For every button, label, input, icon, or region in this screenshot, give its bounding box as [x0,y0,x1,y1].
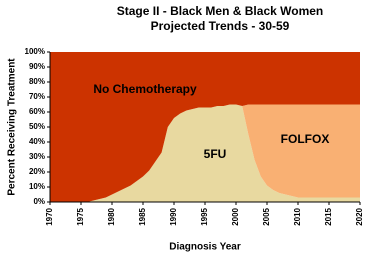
chart-subtitle: Projected Trends - 30-59 [151,19,290,33]
x-tick-label: 1990 [169,207,178,225]
area [50,104,360,202]
area [50,104,360,202]
y-tick-label: 70% [29,92,45,101]
y-tick-label: 40% [29,137,45,146]
y-tick-label: 100% [25,47,45,56]
x-tick-label: 1985 [138,207,147,225]
x-tick-label: 1995 [200,207,209,225]
y-tick-label: 60% [29,107,45,116]
y-axis-label: Percent Receiving Treatment [7,58,18,196]
x-tick-label: 2010 [293,207,302,225]
chart-title: Stage II - Black Men & Black Women [117,4,324,18]
y-tick-label: 10% [29,182,45,191]
x-tick-label: 1980 [107,207,116,225]
x-tick-label: 2000 [231,207,240,225]
x-tick-label: 2005 [262,207,271,225]
y-tick-label: 0% [33,197,45,206]
x-tick-label: 2020 [355,207,364,225]
x-tick-label: 1975 [76,207,85,225]
area-label: No Chemotherapy [93,82,197,96]
area [50,52,360,202]
x-tick-label: 2015 [324,207,333,225]
area-label: FOLFOX [281,132,330,146]
y-tick-label: 30% [29,152,45,161]
x-axis-label: Diagnosis Year [169,242,241,253]
area-label: 5FU [204,147,227,161]
x-tick-label: 1970 [45,207,54,225]
y-tick-label: 80% [29,77,45,86]
y-tick-label: 20% [29,167,45,176]
y-tick-label: 90% [29,62,45,71]
y-tick-label: 50% [29,122,45,131]
